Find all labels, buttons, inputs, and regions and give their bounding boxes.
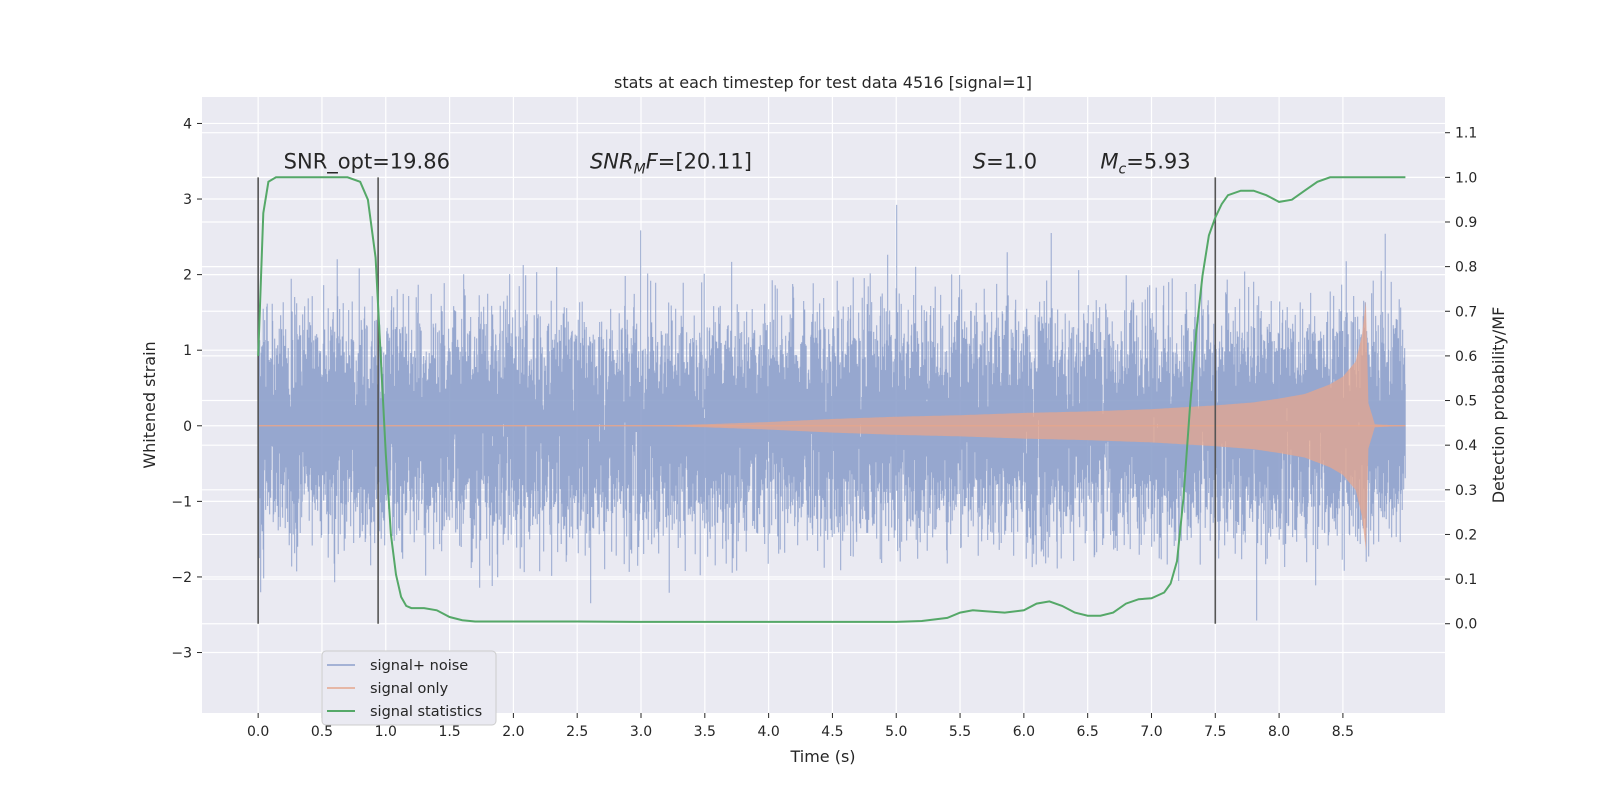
y-left-tick-label: −1 bbox=[171, 494, 192, 510]
y-right-tick-label: 1.0 bbox=[1455, 170, 1477, 186]
y-right-tick-label: 0.5 bbox=[1455, 394, 1477, 410]
statistics-line bbox=[257, 176, 1406, 623]
x-tick-label: 3.0 bbox=[630, 724, 652, 740]
x-tick-label: 5.5 bbox=[949, 724, 971, 740]
x-tick-label: 1.5 bbox=[438, 724, 460, 740]
y-right-tick-label: 0.9 bbox=[1455, 215, 1477, 231]
legend-label: signal only bbox=[370, 681, 449, 697]
y-axis-left-title: Whitened strain bbox=[140, 341, 159, 468]
x-tick-label: 1.0 bbox=[375, 724, 397, 740]
annotations: SNR_opt=19.86 SNRMF=[20.11] S=1.0 Mc=5.93 bbox=[284, 149, 1191, 177]
x-tick-label: 2.5 bbox=[566, 724, 588, 740]
legend-label: signal statistics bbox=[370, 704, 482, 720]
x-tick-label: 5.0 bbox=[885, 724, 907, 740]
y-axis-right-title: Detection probability/MF bbox=[1489, 307, 1508, 504]
y-left-tick-label: −3 bbox=[171, 646, 192, 662]
y-left-tick-label: 4 bbox=[183, 116, 192, 132]
y-left-tick-label: 0 bbox=[183, 419, 192, 435]
y-right-tick-label: 0.4 bbox=[1455, 438, 1477, 454]
annotation: SNR_opt=19.86 bbox=[284, 149, 450, 174]
x-axis-title: Time (s) bbox=[789, 747, 855, 766]
y-right-tick-label: 0.2 bbox=[1455, 527, 1477, 543]
y-left-tick-label: 2 bbox=[183, 268, 192, 284]
y-right-tick-label: 0.3 bbox=[1455, 483, 1477, 499]
y-right-tick-label: 0.6 bbox=[1455, 349, 1477, 365]
vertical-markers bbox=[257, 177, 1217, 624]
x-tick-label: 7.0 bbox=[1140, 724, 1162, 740]
y-right-tick-label: 1.1 bbox=[1455, 126, 1477, 142]
y-right-tick-label: 0.7 bbox=[1455, 304, 1477, 320]
x-tick-label: 8.5 bbox=[1332, 724, 1354, 740]
signal-series bbox=[258, 301, 1406, 551]
statistics-series bbox=[257, 176, 1406, 623]
x-tick-label: 4.5 bbox=[821, 724, 843, 740]
chart-title: stats at each timestep for test data 451… bbox=[614, 73, 1032, 92]
x-tick-label: 0.5 bbox=[311, 724, 333, 740]
annotation: SNRMF=[20.11] bbox=[590, 149, 752, 177]
x-tick-label: 4.0 bbox=[757, 724, 779, 740]
y-right-tick-label: 0.1 bbox=[1455, 572, 1477, 588]
legend-label: signal+ noise bbox=[370, 658, 468, 674]
legend: signal+ noise signal only signal statistic… bbox=[321, 650, 497, 726]
y-left-tick-label: 1 bbox=[183, 343, 192, 359]
x-tick-label: 6.5 bbox=[1077, 724, 1099, 740]
y-right-tick-label: 0.8 bbox=[1455, 260, 1477, 276]
x-tick-label: 2.0 bbox=[502, 724, 524, 740]
annotation: Mc=5.93 bbox=[1100, 149, 1190, 177]
annotation: S=1.0 bbox=[973, 149, 1037, 173]
x-tick-label: 3.5 bbox=[694, 724, 716, 740]
x-tick-label: 8.0 bbox=[1268, 724, 1290, 740]
x-tick-label: 6.0 bbox=[1013, 724, 1035, 740]
legend-box bbox=[321, 650, 497, 726]
x-tick-label: 7.5 bbox=[1204, 724, 1226, 740]
y-left-tick-label: −2 bbox=[171, 570, 192, 586]
x-tick-label: 0.0 bbox=[247, 724, 269, 740]
y-right-tick-label: 0.0 bbox=[1455, 617, 1477, 633]
axes: 0.0 0.5 1.0 1.5 2.0 2.5 3.0 3.5 4.0 4.5 5.0 5.5 6.0 6… bbox=[171, 116, 1477, 740]
y-left-tick-label: 3 bbox=[183, 192, 192, 208]
